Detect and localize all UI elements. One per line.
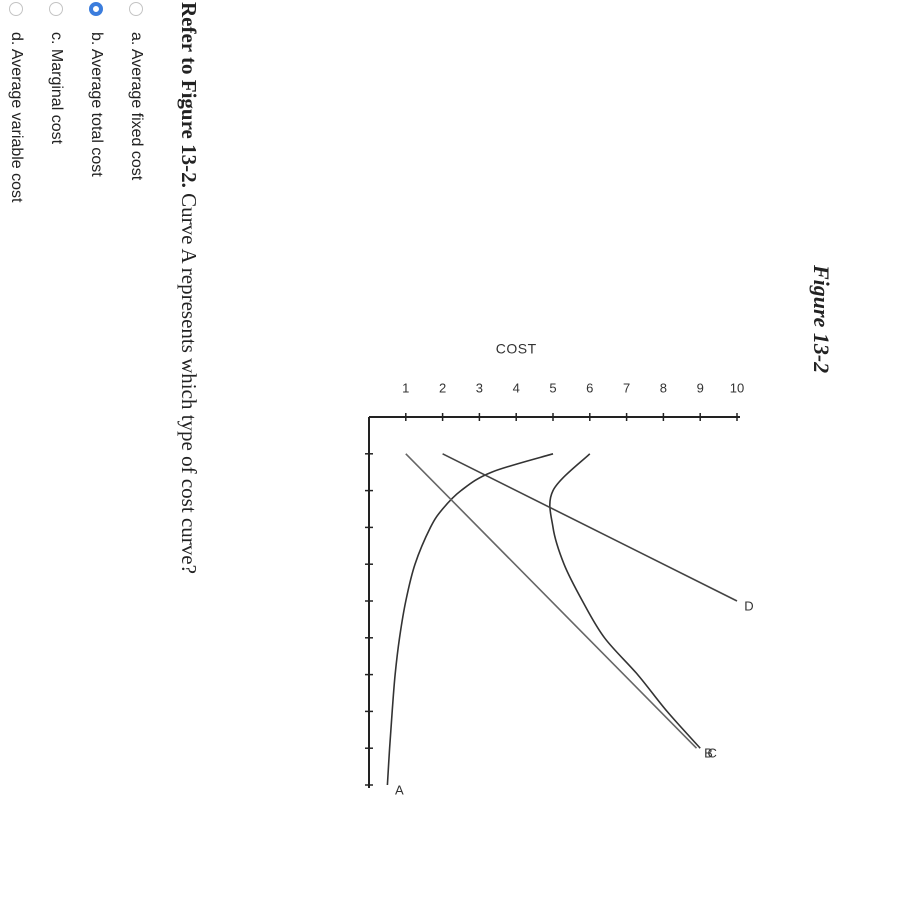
curve-label-b: B	[704, 746, 713, 761]
option-a[interactable]: a. Average fixed cost	[116, 2, 156, 202]
y-tick-label-8: 8	[660, 380, 667, 395]
question-reference: Refer to Figure 13-2.	[177, 2, 201, 188]
curve-label-a: A	[395, 782, 404, 797]
answer-options: a. Average fixed cost b. Average total c…	[0, 2, 156, 202]
curve-b	[405, 453, 698, 749]
option-d[interactable]: d. Average variable cost	[0, 2, 36, 202]
option-c[interactable]: c. Marginal cost	[36, 2, 76, 202]
y-tick-label-7: 7	[623, 380, 630, 395]
curve-label-d: D	[744, 598, 753, 613]
option-a-label: a. Average fixed cost	[128, 32, 145, 181]
curve-c	[549, 453, 701, 749]
y-tick-label-9: 9	[697, 380, 704, 395]
question-text: Refer to Figure 13-2. Curve A represents…	[176, 2, 201, 902]
radio-c[interactable]	[49, 2, 63, 16]
curve-a	[386, 453, 554, 786]
y-tick-label-5: 5	[549, 380, 556, 395]
y-tick-label-2: 2	[439, 380, 446, 395]
y-tick-label-3: 3	[476, 380, 483, 395]
y-tick-label-1: 1	[402, 380, 409, 395]
question-body: Curve A represents which type of cost cu…	[177, 187, 201, 574]
y-tick-label-4: 4	[513, 380, 520, 395]
option-c-label: c. Marginal cost	[48, 32, 65, 145]
curve-label-c: C	[708, 746, 717, 761]
y-axis-label: COST	[496, 341, 537, 357]
plot-area: 1234567891012345678910QUANTITYCOSTABCD	[365, 341, 754, 797]
y-tick-label-10: 10	[730, 380, 744, 395]
radio-d[interactable]	[9, 2, 23, 16]
option-b-label: b. Average total cost	[88, 32, 105, 177]
radio-a[interactable]	[129, 2, 143, 16]
option-b[interactable]: b. Average total cost	[76, 2, 116, 202]
option-d-label: d. Average variable cost	[8, 32, 25, 203]
curve-d	[442, 453, 738, 602]
figure-13-2-chart: Figure 13-2 1234567891012345678910QUANTI…	[365, 264, 834, 797]
y-tick-label-6: 6	[586, 380, 593, 395]
figure-title: Figure 13-2	[809, 264, 834, 373]
radio-b[interactable]	[89, 2, 103, 16]
